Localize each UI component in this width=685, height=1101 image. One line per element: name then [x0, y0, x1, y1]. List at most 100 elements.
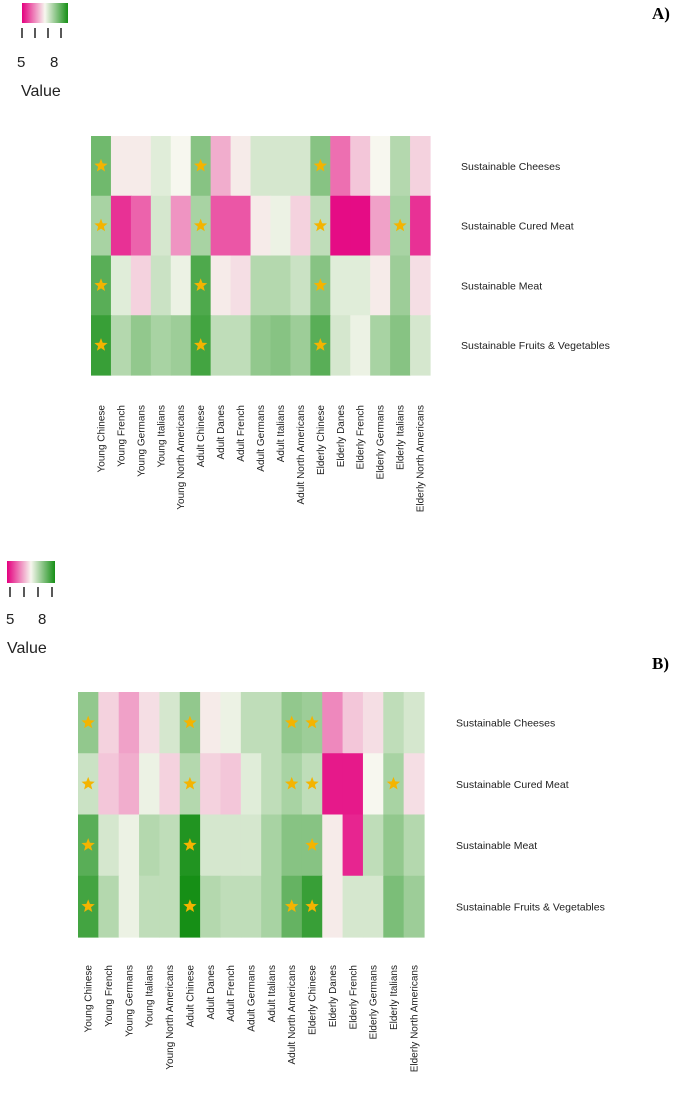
column-label: Elderly Danes [336, 405, 347, 467]
heatmap-cell [220, 814, 242, 877]
heatmap-cell [210, 136, 232, 197]
heatmap-cell [170, 315, 192, 376]
column-label: Adult Italians [267, 965, 278, 1022]
heatmap-cell [220, 692, 242, 754]
significance-star-icon [81, 899, 95, 912]
heatmap-cell [281, 814, 303, 877]
heatmap-cell [110, 315, 132, 376]
significance-star-icon [94, 218, 108, 232]
heatmap-cell [350, 255, 371, 316]
panel-a-legend: 5 8 Value [17, 3, 68, 100]
heatmap-cell [200, 692, 222, 754]
heatmap-cell [342, 875, 364, 938]
heatmap-cell [98, 692, 120, 754]
significance-star-icon [81, 838, 95, 851]
column-label: Adult North Americans [287, 965, 298, 1065]
heatmap-cell [322, 753, 344, 816]
heatmap-cell [250, 255, 272, 316]
significance-star-icon [305, 715, 319, 729]
heatmap-cell [150, 315, 172, 376]
column-label: Young French [104, 965, 115, 1027]
legend-a-ticks [21, 28, 62, 38]
heatmap-cell [403, 875, 425, 938]
heatmap-cell [130, 255, 152, 316]
heatmap-cell [261, 875, 283, 938]
column-label: Young French [116, 405, 127, 467]
row-label: Sustainable Cheeses [461, 161, 560, 173]
heatmap-cell [159, 875, 181, 938]
heatmap-cell [250, 315, 272, 376]
heatmap-cell [240, 692, 262, 754]
column-label: Elderly Germans [369, 965, 380, 1039]
heatmap-cell [370, 195, 391, 257]
significance-star-icon [305, 776, 319, 790]
heatmap-cell [330, 136, 351, 197]
panel-b-cells [78, 692, 425, 938]
significance-star-icon [81, 715, 95, 729]
column-label: Young Italians [156, 405, 167, 467]
heatmap-cell [350, 315, 371, 376]
legend-b-ticks [9, 587, 53, 597]
heatmap-cell [130, 315, 152, 376]
heatmap-cell [159, 692, 181, 754]
heatmap-cell [150, 136, 172, 197]
column-label: Adult North Americans [296, 405, 307, 505]
heatmap-cell [330, 315, 351, 376]
heatmap-cell [170, 136, 192, 197]
heatmap-cell [383, 692, 405, 754]
column-label: Elderly Chinese [308, 965, 319, 1035]
heatmap-cell [230, 315, 252, 376]
heatmap-cell [261, 814, 283, 877]
heatmap-cell [342, 753, 364, 816]
row-label: Sustainable Cheeses [456, 718, 555, 730]
heatmap-cell [330, 255, 351, 316]
heatmap-cell [230, 136, 252, 197]
heatmap-cell [362, 875, 384, 938]
column-label: Adult Chinese [196, 405, 207, 468]
heatmap-cell [290, 136, 311, 197]
heatmap-cell [240, 875, 262, 938]
heatmap-cell [342, 814, 364, 877]
row-label: Sustainable Fruits & Vegetables [461, 340, 610, 352]
heatmap-cell [110, 195, 132, 257]
legend-a-tick-max: 8 [50, 54, 58, 71]
heatmap-cell [98, 875, 120, 938]
column-label: Young Germans [124, 965, 135, 1037]
significance-star-icon [183, 838, 197, 851]
row-label: Sustainable Cured Meat [456, 779, 569, 791]
row-label: Sustainable Fruits & Vegetables [456, 901, 605, 913]
significance-star-icon [305, 899, 319, 912]
heatmap-cell [350, 136, 371, 197]
heatmap-cell [261, 753, 283, 816]
column-label: Elderly Germans [376, 405, 387, 479]
significance-star-icon [183, 715, 197, 729]
heatmap-cell [230, 195, 252, 257]
heatmap-cell [370, 315, 391, 376]
column-label: Elderly North Americans [409, 965, 420, 1072]
heatmap-cell [350, 195, 371, 257]
significance-star-icon [386, 776, 401, 790]
row-label: Sustainable Meat [461, 280, 542, 292]
heatmap-cell [240, 753, 262, 816]
heatmap-cell [362, 814, 384, 877]
heatmap-cell [200, 814, 222, 877]
heatmap-cell [210, 195, 232, 257]
heatmap-cell [390, 136, 411, 197]
heatmap-cell [322, 814, 344, 877]
legend-a-tick-min: 5 [17, 54, 25, 71]
panel-a-label: A) [652, 4, 670, 23]
legend-b-tick-max: 8 [38, 611, 46, 628]
heatmap-cell [270, 255, 292, 316]
heatmap-cell [290, 195, 311, 257]
column-label: Adult Danes [216, 405, 227, 459]
panel-a: A) 5 8 Value Sustainable Cheeses Sustaina… [17, 3, 670, 512]
legend-b-tick-min: 5 [6, 611, 14, 628]
heatmap-cell [270, 136, 292, 197]
heatmap-cell [98, 814, 120, 877]
significance-star-icon [194, 338, 208, 351]
heatmap-cell [159, 814, 181, 877]
heatmap-cell [150, 255, 172, 316]
column-label: Elderly North Americans [416, 405, 427, 512]
heatmap-cell [403, 753, 425, 816]
heatmap-cell [250, 136, 272, 197]
